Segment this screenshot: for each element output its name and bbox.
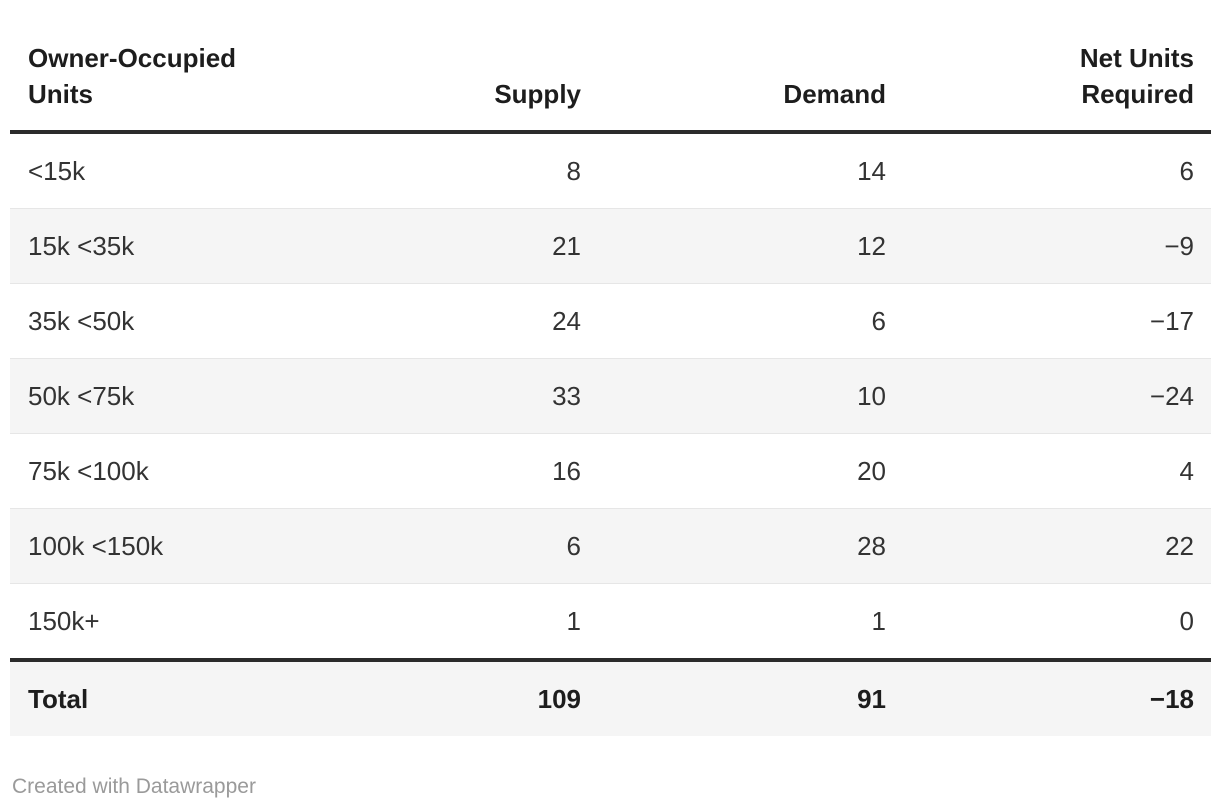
demand-value: 14 — [598, 132, 903, 209]
row-label: 150k+ — [10, 583, 292, 661]
total-net-value: −18 — [903, 658, 1211, 736]
net-value: −24 — [903, 358, 1211, 434]
demand-value: 20 — [598, 433, 903, 509]
supply-value: 8 — [292, 132, 598, 209]
table-body: <15k 8 14 6 15k <35k 21 12 −9 35k <50k 24 6 −17 50k … — [10, 132, 1211, 661]
total-row: Total 109 91 −18 — [10, 658, 1211, 736]
data-table: Owner-Occupied Units Supply Demand Net U… — [10, 0, 1211, 736]
net-value: 0 — [903, 583, 1211, 661]
supply-value: 16 — [292, 433, 598, 509]
supply-value: 21 — [292, 208, 598, 284]
total-demand-value: 91 — [598, 658, 903, 736]
demand-value: 1 — [598, 583, 903, 661]
table-row: 75k <100k 16 20 4 — [10, 433, 1211, 509]
row-label: 15k <35k — [10, 208, 292, 284]
demand-value: 10 — [598, 358, 903, 434]
table-row: 15k <35k 21 12 −9 — [10, 208, 1211, 284]
table-row: 50k <75k 33 10 −24 — [10, 358, 1211, 434]
column-header-label: Owner-Occupied Units — [28, 43, 237, 109]
net-value: −17 — [903, 283, 1211, 359]
table-footer: Total 109 91 −18 — [10, 658, 1211, 736]
demand-value: 6 — [598, 283, 903, 359]
column-header-owner-occupied-units: Owner-Occupied Units — [10, 0, 292, 134]
supply-value: 1 — [292, 583, 598, 661]
column-header-label: Net Units Required — [1079, 43, 1194, 109]
datawrapper-credit-link[interactable]: Created with Datawrapper — [12, 775, 256, 798]
row-label: <15k — [10, 132, 292, 209]
supply-value: 33 — [292, 358, 598, 434]
net-value: −9 — [903, 208, 1211, 284]
net-value: 22 — [903, 508, 1211, 584]
row-label: 35k <50k — [10, 283, 292, 359]
net-value: 4 — [903, 433, 1211, 509]
column-header-supply: Supply — [292, 0, 598, 134]
total-row-label: Total — [10, 658, 292, 736]
column-header-demand: Demand — [598, 0, 903, 134]
row-label: 100k <150k — [10, 508, 292, 584]
table-header: Owner-Occupied Units Supply Demand Net U… — [10, 0, 1211, 134]
supply-value: 6 — [292, 508, 598, 584]
header-row: Owner-Occupied Units Supply Demand Net U… — [10, 0, 1211, 134]
total-supply-value: 109 — [292, 658, 598, 736]
table-row: 35k <50k 24 6 −17 — [10, 283, 1211, 359]
table-row: 150k+ 1 1 0 — [10, 583, 1211, 661]
column-header-label: Demand — [783, 79, 886, 109]
column-header-net-units-required: Net Units Required — [903, 0, 1211, 134]
row-label: 75k <100k — [10, 433, 292, 509]
demand-value: 28 — [598, 508, 903, 584]
row-label: 50k <75k — [10, 358, 292, 434]
demand-value: 12 — [598, 208, 903, 284]
supply-value: 24 — [292, 283, 598, 359]
net-value: 6 — [903, 132, 1211, 209]
table-row: <15k 8 14 6 — [10, 132, 1211, 209]
column-header-label: Supply — [494, 79, 581, 109]
table-row: 100k <150k 6 28 22 — [10, 508, 1211, 584]
